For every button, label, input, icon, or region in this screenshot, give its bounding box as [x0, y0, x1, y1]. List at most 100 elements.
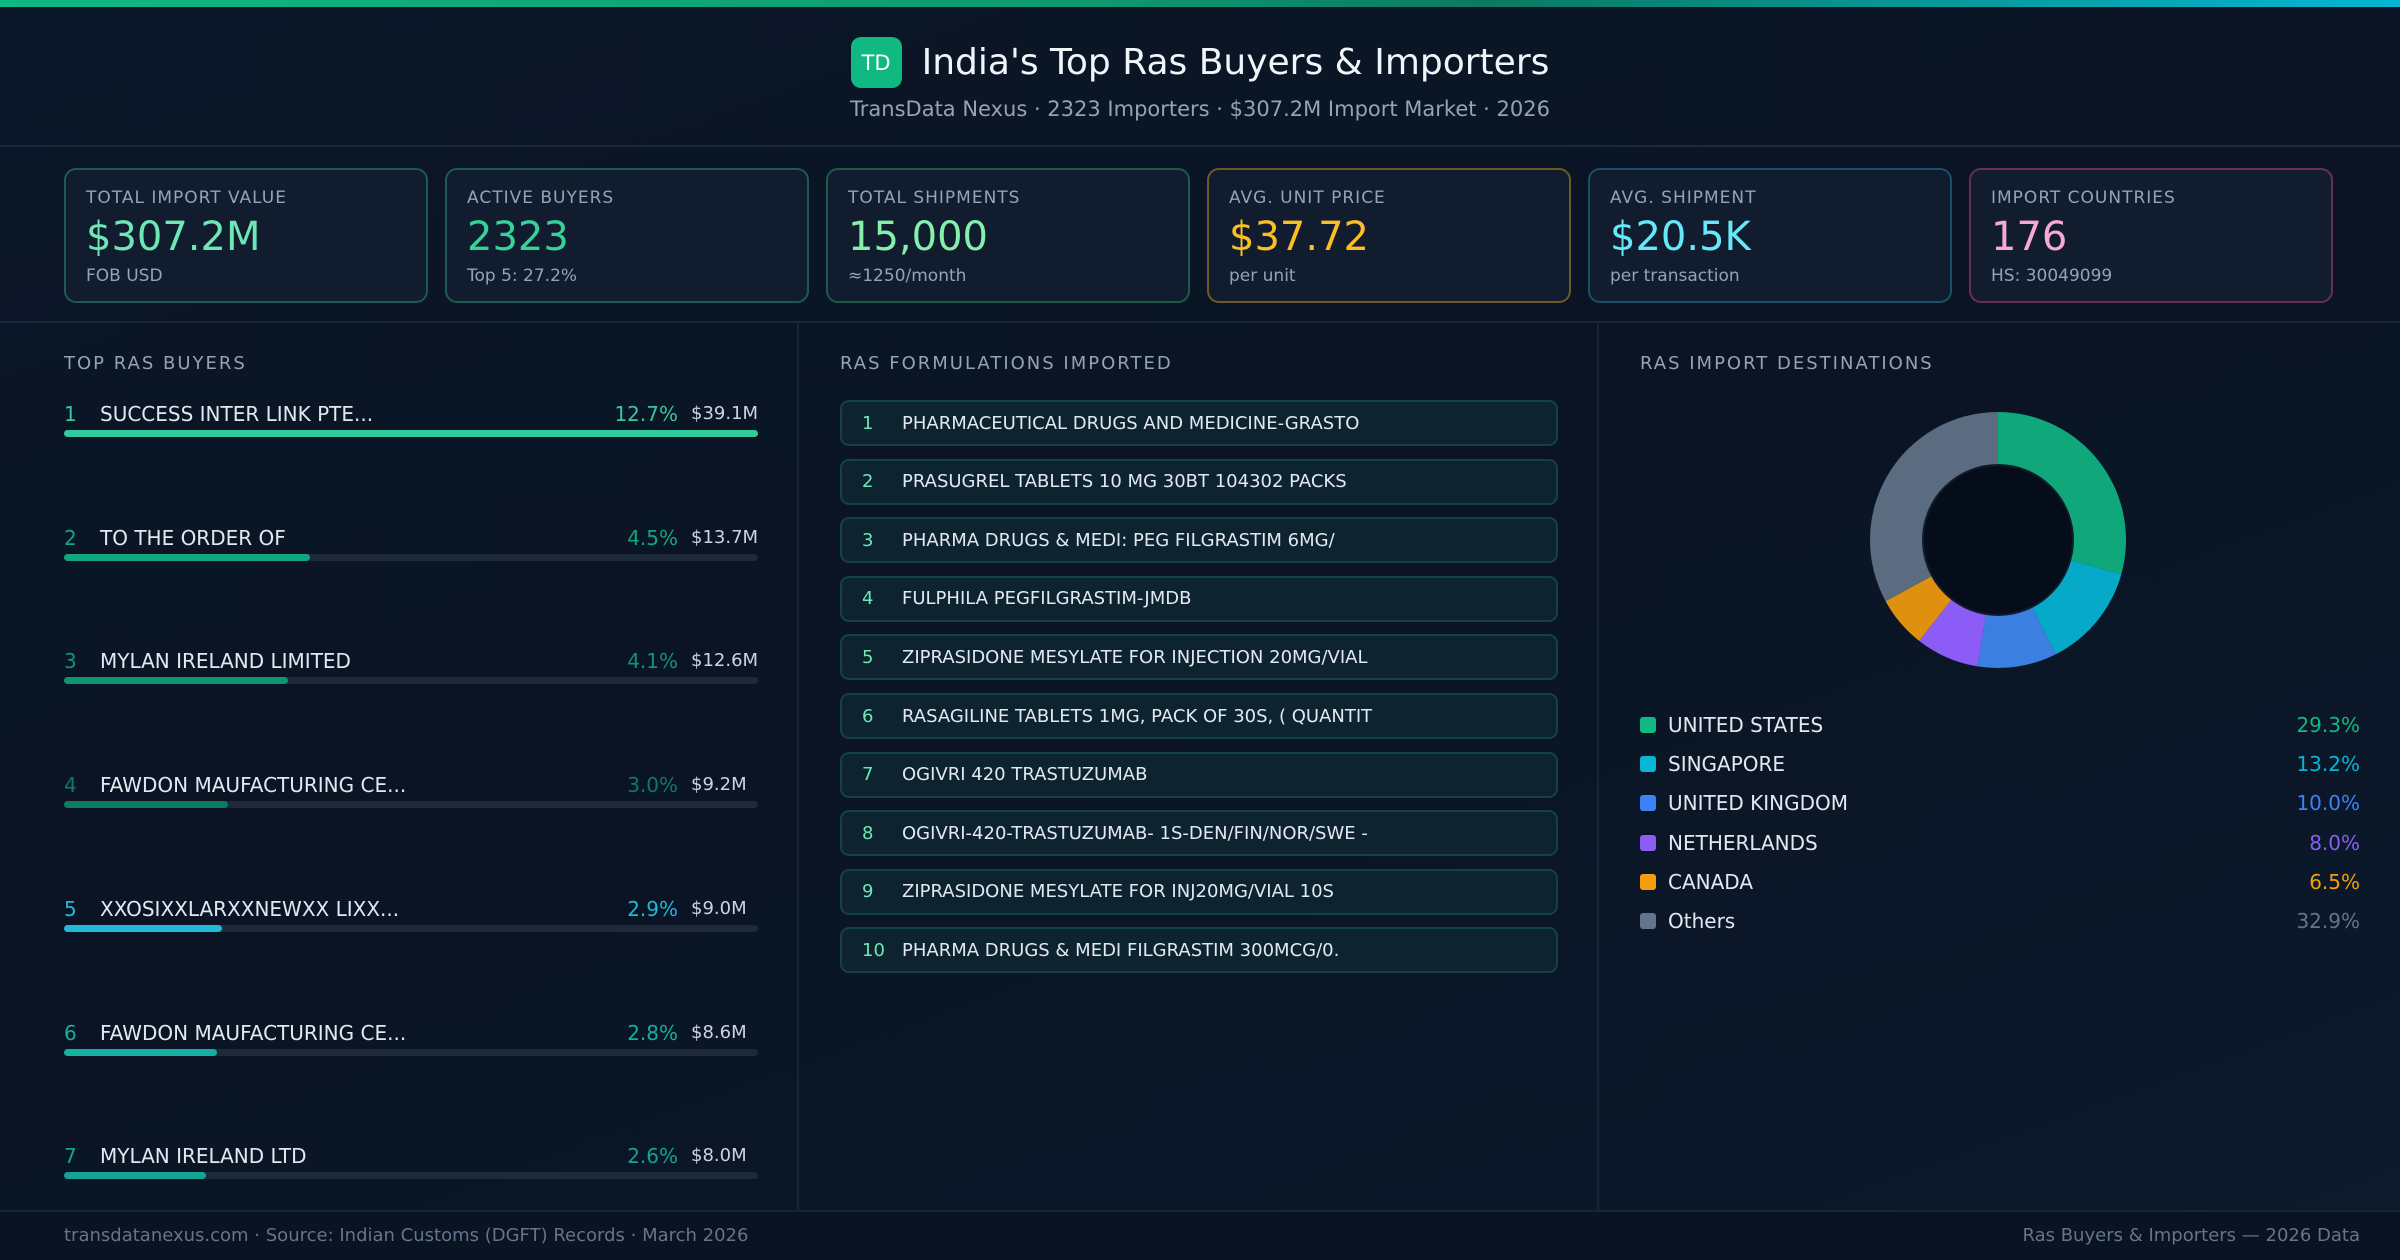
formulation-item[interactable]: 9 ZIPRASIDONE MESYLATE FOR INJ20MG/VIAL 1…	[840, 868, 1558, 915]
logo: TD	[850, 37, 902, 88]
buyer-share: 4.1%	[627, 649, 678, 674]
kpi-sub: per transaction	[1610, 266, 1740, 286]
destinations-panel: RAS IMPORT DESTINATIONS UNITED STATES 29.…	[1599, 323, 2400, 1210]
formulation-item[interactable]: 6 RASAGILINE TABLETS 1MG, PACK OF 30S, ( …	[840, 693, 1558, 739]
buyer-name: MYLAN IRELAND LTD	[100, 1144, 307, 1169]
formulation-item[interactable]: 8 OGIVRI-420-TRASTUZUMAB- 1S-DEN/FIN/NOR/…	[840, 810, 1558, 857]
kpi-label: Import Countries	[1991, 188, 2176, 208]
legend-item: SINGAPORE 13.2%	[1640, 749, 2360, 779]
formulation-name: ZIPRASIDONE MESYLATE FOR INJECTION 20MG/…	[902, 646, 1368, 668]
kpi-value: 176	[1991, 214, 2068, 260]
kpi-cards: Total Import Value $307.2M FOB USD Active …	[64, 168, 2333, 303]
footer: transdatanexus.com · Source: Indian Cust…	[0, 1210, 2400, 1260]
formulation-rank: 5	[862, 646, 874, 668]
buyer-value: $8.0M	[691, 1145, 747, 1167]
formulation-item[interactable]: 2 PRASUGREL TABLETS 10 MG 30BT 104302 PAC…	[840, 458, 1558, 505]
kpi-value: 15,000	[848, 214, 988, 260]
buyer-rank: 5	[64, 896, 77, 921]
footer-caption: Ras Buyers & Importers — 2026 Data	[2022, 1225, 2360, 1246]
kpi-card-import-countries: Import Countries 176 HS: 30049099	[1969, 168, 2333, 303]
legend-label: UNITED STATES	[1668, 713, 1824, 737]
buyer-share: 2.9%	[627, 896, 678, 921]
buyer-row[interactable]: 7 MYLAN IRELAND LTD 2.6% $8.0M	[64, 1144, 758, 1184]
formulation-item[interactable]: 10 PHARMA DRUGS & MEDI FILGRASTIM 300MCG/…	[840, 927, 1558, 974]
legend-item: UNITED KINGDOM 10.0%	[1640, 788, 2360, 818]
legend-value: 6.5%	[2309, 869, 2360, 894]
buyer-row[interactable]: 2 TO THE ORDER OF 4.5% $13.7M	[64, 526, 758, 566]
buyer-share: 3.0%	[627, 773, 678, 798]
buyer-row[interactable]: 4 FAWDON MAUFACTURING CE... 3.0% $9.2M	[64, 773, 758, 813]
formulation-item[interactable]: 4 FULPHILA PEGFILGRASTIM-JMDB	[840, 575, 1558, 622]
kpi-label: Total Import Value	[86, 188, 287, 208]
donut-slice-united-kingdom	[1977, 606, 2056, 668]
section-title: RAS FORMULATIONS IMPORTED	[840, 353, 1173, 374]
buyer-row[interactable]: 1 SUCCESS INTER LINK PTE... 12.7% $39.1M	[64, 402, 758, 442]
section-title: RAS IMPORT DESTINATIONS	[1640, 353, 1934, 374]
kpi-value: $20.5K	[1610, 214, 1751, 260]
kpi-sub: FOB USD	[86, 266, 163, 286]
buyer-value: $8.6M	[691, 1021, 747, 1043]
buyer-name: TO THE ORDER OF	[100, 525, 286, 550]
share-bar-fill	[64, 1048, 217, 1056]
buyer-rank: 4	[64, 773, 77, 798]
kpi-label: Avg. Shipment	[1610, 188, 1757, 208]
legend-label: SINGAPORE	[1668, 752, 1786, 777]
formulation-item[interactable]: 3 PHARMA DRUGS & MEDI: PEG FILGRASTIM 6MG…	[840, 517, 1558, 564]
share-bar-fill	[64, 430, 758, 437]
formulation-rank: 10	[862, 939, 885, 961]
formulation-name: ZIPRASIDONE MESYLATE FOR INJ20MG/VIAL 10…	[902, 881, 1334, 903]
kpi-card-avg-shipment: Avg. Shipment $20.5K per transaction	[1588, 168, 1952, 303]
legend-label: CANADA	[1668, 869, 1754, 894]
share-bar-track	[64, 553, 758, 561]
formulation-name: PRASUGREL TABLETS 10 MG 30BT 104302 PACK…	[902, 471, 1347, 493]
share-bar-fill	[64, 801, 228, 809]
share-bar-fill	[64, 677, 289, 685]
kpi-card-active-buyers: Active Buyers 2323 Top 5: 27.2%	[445, 168, 809, 303]
kpi-card-total-shipments: Total Shipments 15,000 ≈1250/month	[826, 168, 1190, 303]
formulations-panel: RAS FORMULATIONS IMPORTED 1 PHARMACEUTICA…	[799, 323, 1599, 1210]
buyer-value: $9.2M	[691, 774, 747, 796]
buyer-row[interactable]: 3 MYLAN IRELAND LIMITED 4.1% $12.6M	[64, 649, 758, 689]
legend-swatch	[1640, 834, 1656, 851]
legend-label: NETHERLANDS	[1668, 830, 1818, 855]
donut-hole	[1922, 464, 2074, 616]
donut-slice-netherlands	[1919, 599, 1987, 667]
formulation-rank: 1	[862, 412, 874, 434]
kpi-value: $37.72	[1229, 214, 1369, 260]
buyer-name: MYLAN IRELAND LIMITED	[100, 649, 351, 674]
formulation-name: PHARMACEUTICAL DRUGS AND MEDICINE-GRASTO	[902, 412, 1360, 434]
buyer-value: $9.0M	[691, 897, 747, 919]
buyer-name: FAWDON MAUFACTURING CE...	[100, 1020, 407, 1045]
legend-swatch	[1640, 756, 1656, 773]
buyer-row[interactable]: 5 XXOSIXXLARXXNEWXX LIXX... 2.9% $9.0M	[64, 897, 758, 937]
legend-item: Others 32.9%	[1640, 906, 2360, 936]
share-bar-track	[64, 924, 758, 932]
kpi-sub: Top 5: 27.2%	[467, 266, 578, 286]
donut-slice-united-states	[1998, 412, 2126, 575]
accent-bar	[0, 0, 2400, 7]
formulation-item[interactable]: 5 ZIPRASIDONE MESYLATE FOR INJECTION 20MG…	[840, 634, 1558, 681]
legend-swatch	[1640, 873, 1656, 890]
legend-swatch	[1640, 717, 1656, 733]
kpi-label: Active Buyers	[467, 188, 615, 208]
share-bar-fill	[64, 553, 310, 561]
formulation-name: RASAGILINE TABLETS 1MG, PACK OF 30S, ( Q…	[902, 705, 1373, 727]
legend-label: UNITED KINGDOM	[1668, 791, 1848, 816]
legend-item: CANADA 6.5%	[1640, 867, 2360, 897]
buyer-value: $13.7M	[691, 526, 759, 548]
kpi-label: Avg. Unit Price	[1229, 188, 1386, 208]
buyer-rank: 2	[64, 525, 77, 550]
kpi-value: $307.2M	[86, 214, 261, 260]
divider	[0, 321, 2400, 323]
formulation-item[interactable]: 7 OGIVRI 420 TRASTUZUMAB	[840, 751, 1558, 798]
donut-slice-singapore	[2031, 560, 2122, 655]
legend-value: 13.2%	[2296, 752, 2360, 777]
legend-item: NETHERLANDS 8.0%	[1640, 828, 2360, 858]
share-bar-track	[64, 1048, 758, 1056]
buyer-name: FAWDON MAUFACTURING CE...	[100, 773, 407, 798]
formulation-item[interactable]: 1 PHARMACEUTICAL DRUGS AND MEDICINE-GRAST…	[840, 400, 1558, 446]
buyer-row[interactable]: 6 FAWDON MAUFACTURING CE... 2.8% $8.6M	[64, 1021, 758, 1061]
kpi-sub: per unit	[1229, 266, 1296, 286]
formulation-rank: 7	[862, 764, 874, 786]
legend-label: Others	[1668, 909, 1736, 933]
